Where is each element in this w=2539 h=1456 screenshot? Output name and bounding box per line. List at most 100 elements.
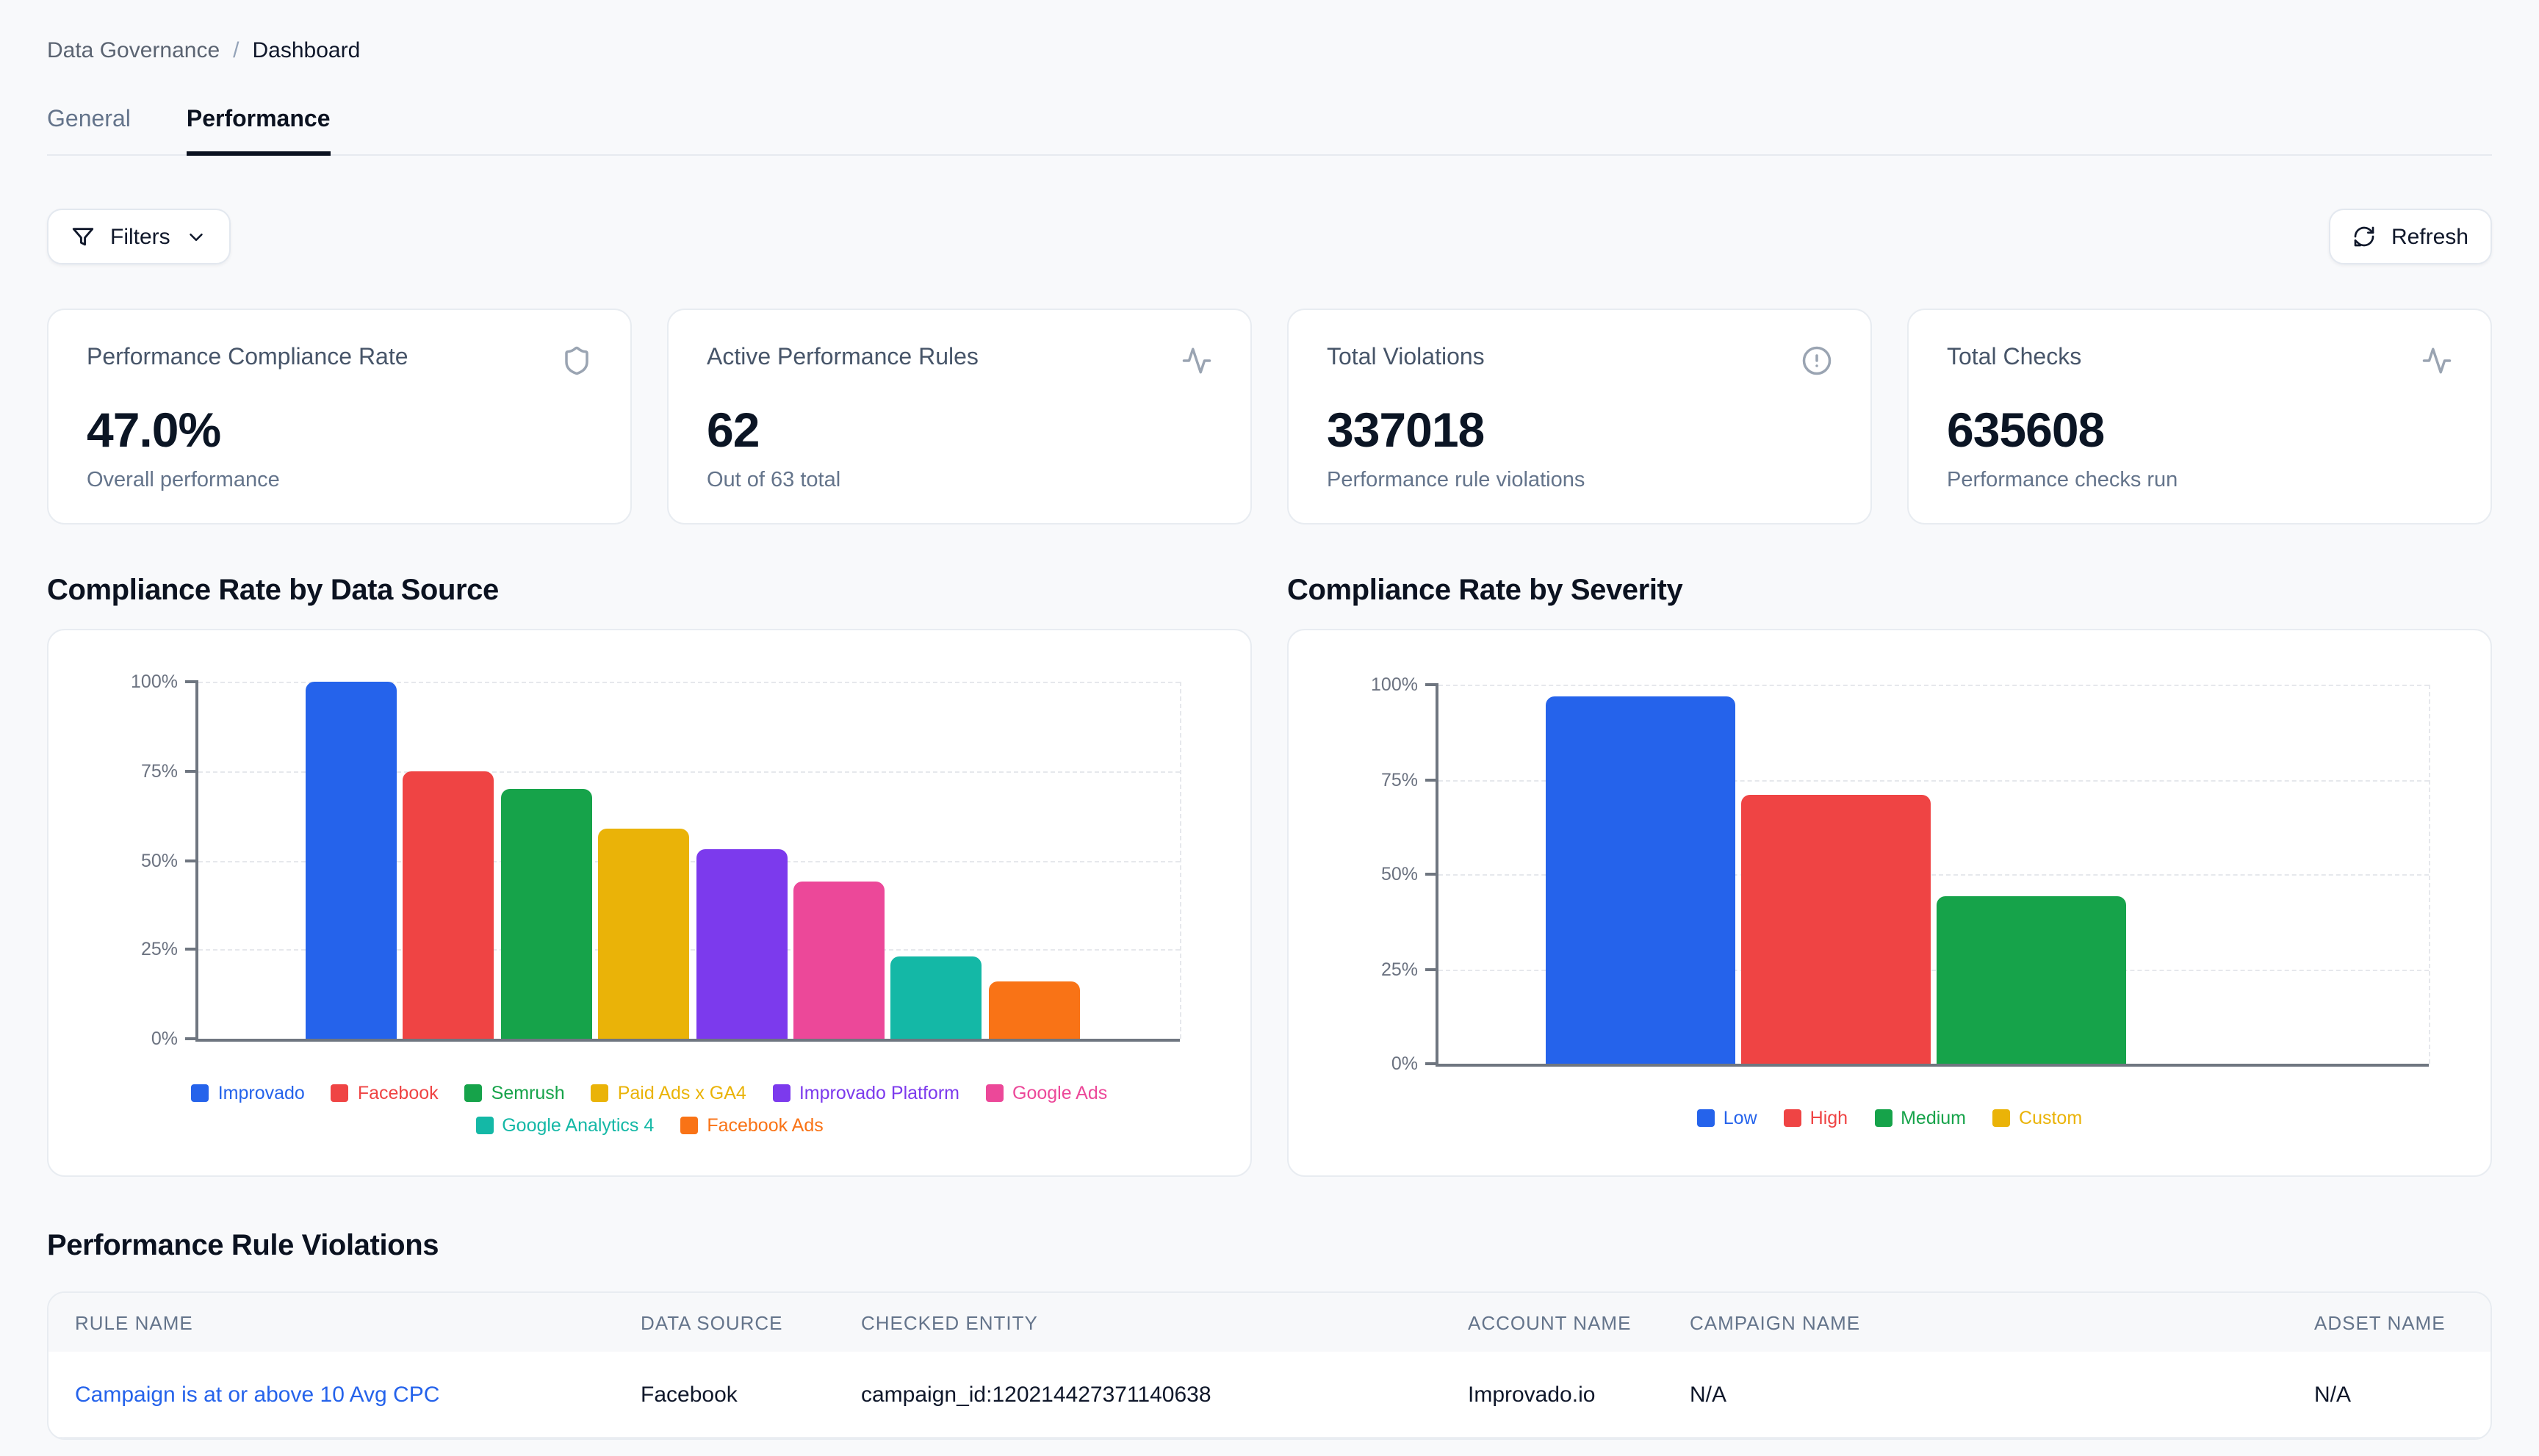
- breadcrumb-section[interactable]: Data Governance: [47, 38, 220, 63]
- legend-item-facebook[interactable]: Facebook: [331, 1083, 439, 1103]
- legend-swatch: [1992, 1109, 2011, 1127]
- bar-improvado-platform[interactable]: [696, 849, 788, 1039]
- bar-low[interactable]: [1546, 696, 1735, 1064]
- bar-chart-data-source: 0% 25% 50% 75% 100%: [131, 671, 1181, 1049]
- legend-label: Google Ads: [1012, 1083, 1108, 1103]
- legend-item-medium[interactable]: Medium: [1874, 1108, 1966, 1128]
- table-body: Campaign is at or above 10 Avg CPC Facebo…: [48, 1352, 2491, 1438]
- legend-label: Google Analytics 4: [502, 1115, 655, 1136]
- legend-item-custom[interactable]: Custom: [1992, 1108, 2082, 1128]
- bar-chart-severity: 0% 25% 50% 75% 100%: [1371, 674, 2430, 1074]
- stat-card-total-checks: Total Checks 635608 Performance checks r…: [1907, 309, 2492, 525]
- bar-improvado[interactable]: [306, 682, 397, 1039]
- legend-swatch: [191, 1084, 209, 1102]
- legend-swatch: [1783, 1109, 1801, 1127]
- bar-high[interactable]: [1741, 794, 1931, 1064]
- chart-title-data-source: Compliance Rate by Data Source: [47, 574, 499, 607]
- plot-right-edge: [2429, 685, 2430, 1064]
- legend-swatch: [1874, 1109, 1892, 1127]
- y-axis-tick-25: 25%: [141, 940, 198, 960]
- legend-label: Facebook Ads: [707, 1115, 824, 1136]
- legend-item-low[interactable]: Low: [1696, 1108, 1757, 1128]
- gridline-50: [1438, 874, 2429, 876]
- bar-google-ads[interactable]: [793, 882, 885, 1039]
- shield-icon: [561, 345, 592, 383]
- chart-title-severity: Compliance Rate by Severity: [1287, 574, 1683, 607]
- stat-value: 62: [707, 403, 760, 457]
- y-axis-tick-label: 0%: [151, 1028, 178, 1049]
- column-header-account-name: ACCOUNT NAME: [1468, 1311, 1632, 1333]
- legend-swatch: [1696, 1109, 1715, 1127]
- refresh-icon: [2353, 225, 2377, 248]
- y-axis-tick-25: 25%: [1381, 959, 1438, 979]
- stat-subtitle: Out of 63 total: [707, 469, 841, 492]
- legend-label: Paid Ads x GA4: [617, 1083, 746, 1103]
- plot-right-edge: [1180, 682, 1181, 1039]
- stat-value: 635608: [1947, 403, 2105, 457]
- legend-label: Semrush: [491, 1083, 565, 1103]
- bar-medium[interactable]: [1937, 896, 2126, 1064]
- gridline-100: [1438, 685, 2429, 686]
- tab-general[interactable]: General: [47, 107, 131, 154]
- tab-general-label: General: [47, 107, 131, 132]
- y-axis-tick-label: 50%: [1380, 864, 1418, 884]
- activity-icon: [1181, 345, 1212, 383]
- gridline-75: [1438, 779, 2429, 781]
- stat-title: Total Violations: [1327, 345, 1485, 370]
- y-axis-tick-75: 75%: [141, 761, 198, 782]
- y-axis-tick-0: 0%: [1391, 1053, 1438, 1074]
- legend-label: Facebook: [357, 1083, 439, 1103]
- stat-title: Active Performance Rules: [707, 345, 979, 370]
- bar-semrush[interactable]: [500, 788, 592, 1039]
- legend-item-google-ads[interactable]: Google Ads: [986, 1083, 1107, 1103]
- legend-item-paid-ads-x-ga4[interactable]: Paid Ads x GA4: [591, 1083, 746, 1103]
- violations-table: RULE NAME DATA SOURCE CHECKED ENTITY ACCOUN…: [47, 1291, 2492, 1440]
- table-header-row: RULE NAME DATA SOURCE CHECKED ENTITY ACCOUN…: [48, 1293, 2491, 1352]
- tab-performance[interactable]: Performance: [186, 107, 331, 156]
- bar-facebook[interactable]: [403, 771, 494, 1039]
- y-axis-tick-100: 100%: [131, 671, 198, 692]
- rule-name-link[interactable]: Campaign is at or above 10 Avg CPC: [75, 1382, 440, 1407]
- refresh-button[interactable]: Refresh: [2329, 209, 2492, 264]
- column-header-rule-name: RULE NAME: [75, 1311, 193, 1333]
- y-axis-tick-label: 75%: [140, 760, 178, 782]
- charts-row: 0% 25% 50% 75% 100% Improvado Facebook Semrush…: [47, 629, 2492, 1177]
- y-axis-tick-label: 50%: [140, 850, 178, 871]
- violations-table-title: Performance Rule Violations: [47, 1230, 439, 1262]
- chevron-down-icon: [185, 226, 207, 248]
- legend-item-facebook-ads[interactable]: Facebook Ads: [680, 1115, 824, 1136]
- legend-item-semrush[interactable]: Semrush: [464, 1083, 565, 1103]
- filters-button[interactable]: Filters: [47, 209, 231, 264]
- legend-swatch: [475, 1117, 494, 1134]
- y-axis-tick-50: 50%: [141, 850, 198, 871]
- y-axis-tick-100: 100%: [1371, 674, 1438, 695]
- legend-label: Improvado: [217, 1083, 305, 1103]
- stat-subtitle: Performance rule violations: [1327, 469, 1585, 492]
- legend-item-google-analytics-4[interactable]: Google Analytics 4: [475, 1115, 654, 1136]
- column-header-campaign-name: CAMPAIGN NAME: [1690, 1311, 1861, 1333]
- legend-item-improvado-platform[interactable]: Improvado Platform: [772, 1083, 959, 1103]
- activity-icon: [2421, 345, 2452, 383]
- bar-facebook-ads[interactable]: [988, 981, 1080, 1039]
- stat-card-compliance-rate: Performance Compliance Rate 47.0% Overal…: [47, 309, 632, 525]
- bar-paid-ads-x-ga4[interactable]: [598, 828, 690, 1039]
- table-cell-checked-entity: campaign_id:120214427371140638: [861, 1382, 1211, 1407]
- y-axis-tick-label: 100%: [131, 671, 178, 692]
- column-header-adset-name: ADSET NAME: [2314, 1311, 2446, 1333]
- stat-subtitle: Performance checks run: [1947, 469, 2178, 492]
- table-row: Campaign is at or above 10 Avg CPC Facebo…: [48, 1352, 2491, 1438]
- filter-icon: [71, 224, 96, 249]
- table-cell-adset-name: N/A: [2314, 1382, 2352, 1407]
- legend-item-high[interactable]: High: [1783, 1108, 1848, 1128]
- stat-value: 47.0%: [87, 403, 221, 457]
- table-cell-data-source: Facebook: [641, 1382, 738, 1407]
- column-header-checked-entity: CHECKED ENTITY: [861, 1311, 1038, 1333]
- bar-google-analytics-4[interactable]: [890, 956, 982, 1039]
- y-axis-tick-label: 100%: [1371, 674, 1418, 695]
- stat-cards-row: Performance Compliance Rate 47.0% Overal…: [47, 309, 2492, 525]
- legend-swatch: [591, 1084, 609, 1102]
- gridline-25: [1438, 969, 2429, 970]
- legend-item-improvado[interactable]: Improvado: [191, 1083, 305, 1103]
- y-axis-tick-label: 25%: [1380, 959, 1418, 979]
- gridline-75: [198, 771, 1180, 773]
